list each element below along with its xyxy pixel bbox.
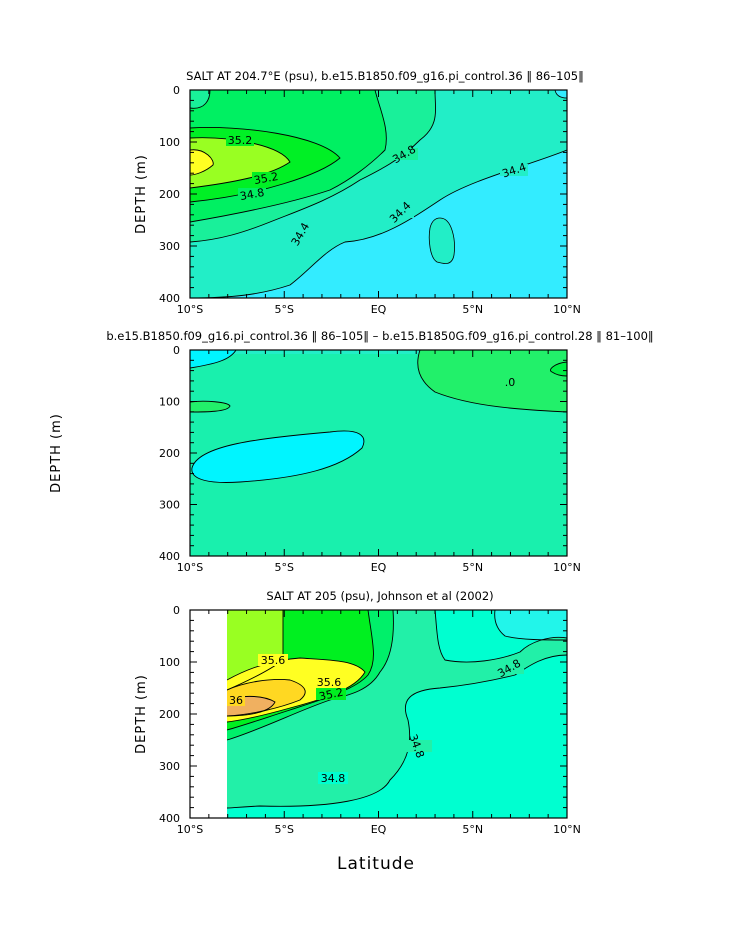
- panel-3-line-fresh: [494, 610, 567, 641]
- panel-1-label-3: 34.8: [239, 186, 265, 203]
- panel-1-line-c: [190, 90, 387, 223]
- panel-3-label-3: 35.2: [318, 686, 345, 704]
- panel-2: b.e15.B1850.f09_g16.pi_control.36 ‖ 86–1…: [106, 329, 654, 557]
- panel-3-xtick-label: 10°S: [177, 823, 203, 836]
- panel-2-line-top-left: [190, 350, 237, 369]
- panel-3-xtick-label: EQ: [371, 823, 387, 836]
- panel-3-contours: [227, 610, 567, 818]
- panel-2-fill-top-left: [190, 350, 236, 368]
- panel-1: SALT AT 204.7°E (psu), b.e15.B1850.f09_g…: [186, 69, 584, 299]
- panel-3-line-34-8-top: [434, 610, 567, 663]
- panel-2-ytick-label: 200: [159, 447, 180, 460]
- panel-3-title: SALT AT 205 (psu), Johnson et al (2002): [266, 589, 493, 603]
- panel-3-xtick-label: 5°N: [462, 823, 483, 836]
- panel-1-ytick-label: 300: [159, 240, 180, 253]
- panel-2-ytick-label: 300: [159, 499, 180, 512]
- panel-1-label-0: 35.2: [228, 134, 253, 147]
- panel-3-xtick-label: 5°S: [275, 823, 294, 836]
- panel-3-label-0: 35.6: [261, 654, 286, 667]
- panel-3-ytick-label: 200: [159, 708, 180, 721]
- panel-2-fill-negative: [191, 430, 365, 483]
- panel-1-line-a: [190, 149, 567, 298]
- panel-3-label-1: 36: [229, 694, 243, 707]
- panel-2-xtick-label: 5°S: [275, 561, 294, 574]
- panel-1-eddy: [428, 217, 455, 264]
- panel-1-xtick-label: 10°N: [553, 303, 581, 316]
- panel-2-xtick-label: 10°S: [177, 561, 203, 574]
- panel-1-line-b: [190, 90, 436, 243]
- panel-3-ylabel: DEPTH (m): [134, 674, 149, 754]
- panel-1-fill-35-2: [190, 137, 290, 188]
- panel-2-line-north-spot: [550, 361, 567, 377]
- panel-3-line-34-8-bot: [227, 654, 567, 809]
- panel-1-ytick-label: 100: [159, 136, 180, 149]
- panel-2-contour-labels: .0: [502, 376, 518, 389]
- panel-1-xtick-label: 5°N: [462, 303, 483, 316]
- panel-1-label-2: 35.2: [253, 170, 279, 187]
- panel-2-fill-north: [417, 350, 567, 412]
- panel-1-ytick-label: 200: [159, 188, 180, 201]
- panel-3-ytick-label: 100: [159, 656, 180, 669]
- panel-3-label-2: 35.6: [317, 676, 342, 689]
- panel-3-label-6: 34.8: [321, 772, 346, 785]
- panel-2-line-north: [417, 350, 567, 413]
- panel-3-ytick-label: 0: [173, 604, 180, 617]
- panel-3: SALT AT 205 (psu), Johnson et al (2002): [189, 589, 568, 819]
- panel-2-fill-left-spot: [190, 401, 230, 412]
- panel-2-xtick-label: 10°N: [553, 561, 581, 574]
- panel-3-fill-35-4: [227, 610, 283, 690]
- panel-1-line-c2: [190, 90, 211, 109]
- panel-3-ytick-label: 300: [159, 760, 180, 773]
- panel-1-corner: [554, 90, 567, 99]
- panel-2-title: b.e15.B1850.f09_g16.pi_control.36 ‖ 86–1…: [106, 329, 653, 343]
- panel-2-ytick-label: 0: [173, 344, 180, 357]
- panel-2-ytick-label: 100: [159, 396, 180, 409]
- panel-1-ytick-label: 0: [173, 84, 180, 97]
- panel-1-xtick-label: 10°S: [177, 303, 203, 316]
- panel-2-ylabel: DEPTH (m): [49, 413, 64, 493]
- panel-3-xtick-label: 10°N: [553, 823, 581, 836]
- panel-1-contours: [190, 90, 567, 298]
- panel-2-ytick-label: 400: [159, 550, 180, 563]
- panel-2-fill-north-spot: [550, 362, 567, 376]
- x-axis-label: Latitude: [337, 854, 415, 874]
- panel-1-xtick-label: 5°S: [275, 303, 294, 316]
- panel-2-label-0: .0: [505, 376, 516, 389]
- panel-3-ytick-label: 400: [159, 812, 180, 825]
- panel-1-line-f: [190, 149, 214, 176]
- panel-1-xtick-label: EQ: [371, 303, 387, 316]
- panel-3-fill-fresh: [494, 610, 567, 640]
- panel-2-line-left-spot: [190, 400, 231, 413]
- panel-1-ylabel: DEPTH (m): [134, 154, 149, 234]
- panel-3-line-35-0: [227, 610, 394, 741]
- panel-2-xtick-label: EQ: [371, 561, 387, 574]
- panel-1-ytick-label: 400: [159, 292, 180, 305]
- panel-2-xtick-label: 5°N: [462, 561, 483, 574]
- panel-1-title: SALT AT 204.7°E (psu), b.e15.B1850.f09_g…: [186, 69, 584, 83]
